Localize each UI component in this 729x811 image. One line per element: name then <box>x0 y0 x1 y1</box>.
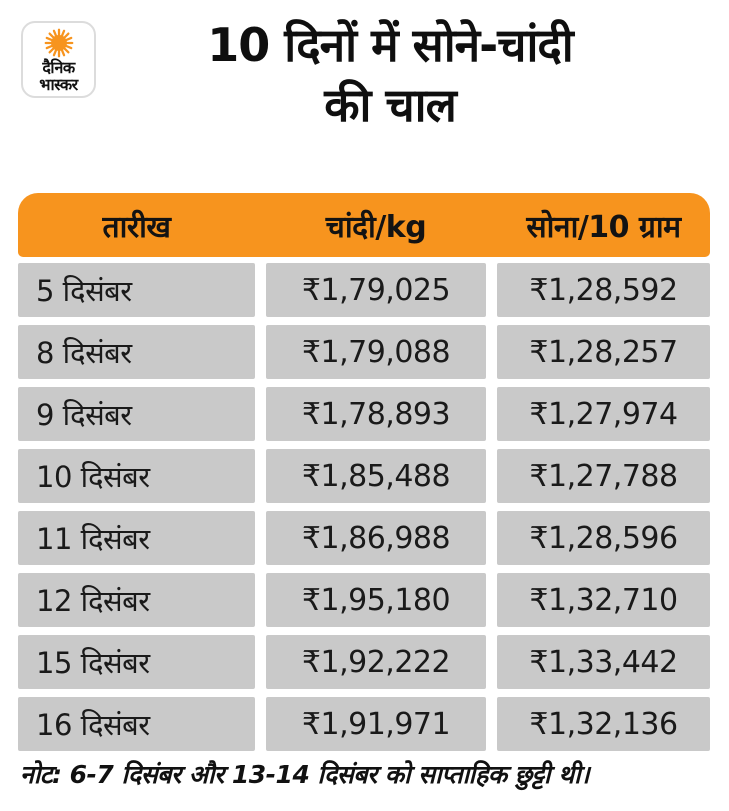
logo-text-line1: दैनिक <box>42 58 75 77</box>
gold-value-cell: ₹1,27,974 <box>497 387 710 441</box>
gold-value-cell: ₹1,32,710 <box>497 573 710 627</box>
gold-value-cell: ₹1,28,257 <box>497 325 710 379</box>
footnote: नोट: 6-7 दिसंबर और 13-14 दिसंबर को साप्त… <box>20 760 590 789</box>
header-gold: सोना/10 ग्राम <box>526 209 681 245</box>
date-cell: 8 दिसंबर <box>18 325 255 379</box>
table-body: 5 दिसंबर ₹1,79,025 ₹1,28,592 8 दिसंबर ₹1… <box>18 263 710 751</box>
date-cell: 12 दिसंबर <box>18 573 255 627</box>
date-cell: 16 दिसंबर <box>18 697 255 751</box>
silver-value-cell: ₹1,92,222 <box>266 635 486 689</box>
table-row: 11 दिसंबर ₹1,86,988 ₹1,28,596 <box>18 511 710 565</box>
table-row: 10 दिसंबर ₹1,85,488 ₹1,27,788 <box>18 449 710 503</box>
table-row: 12 दिसंबर ₹1,95,180 ₹1,32,710 <box>18 573 710 627</box>
page-title-line2: की चाल <box>324 77 457 132</box>
date-cell: 10 दिसंबर <box>18 449 255 503</box>
silver-value-cell: ₹1,78,893 <box>266 387 486 441</box>
silver-value-cell: ₹1,79,025 <box>266 263 486 317</box>
silver-value-cell: ₹1,79,088 <box>266 325 486 379</box>
silver-value-cell: ₹1,95,180 <box>266 573 486 627</box>
date-cell: 9 दिसंबर <box>18 387 255 441</box>
table-row: 15 दिसंबर ₹1,92,222 ₹1,33,442 <box>18 635 710 689</box>
gold-value-cell: ₹1,28,596 <box>497 511 710 565</box>
dainik-bhaskar-logo: दैनिक भास्कर <box>21 21 96 98</box>
date-cell: 15 दिसंबर <box>18 635 255 689</box>
price-table: तारीख चांदी/kg सोना/10 ग्राम 5 दिसंबर ₹1… <box>18 193 710 759</box>
silver-value-cell: ₹1,91,971 <box>266 697 486 751</box>
logo-text-line2: भास्कर <box>39 75 78 95</box>
page-title-line1: 10 दिनों में सोने-चांदी <box>207 18 573 72</box>
header-date: तारीख <box>102 209 171 245</box>
gold-value-cell: ₹1,33,442 <box>497 635 710 689</box>
header-silver: चांदी/kg <box>325 209 427 245</box>
silver-value-cell: ₹1,85,488 <box>266 449 486 503</box>
date-cell: 11 दिसंबर <box>18 511 255 565</box>
table-row: 9 दिसंबर ₹1,78,893 ₹1,27,974 <box>18 387 710 441</box>
date-cell: 5 दिसंबर <box>18 263 255 317</box>
page-title: 10 दिनों में सोने-चांदी की चाल <box>95 16 685 136</box>
gold-value-cell: ₹1,27,788 <box>497 449 710 503</box>
gold-value-cell: ₹1,32,136 <box>497 697 710 751</box>
table-header-row: तारीख चांदी/kg सोना/10 ग्राम <box>18 193 710 257</box>
table-row: 8 दिसंबर ₹1,79,088 ₹1,28,257 <box>18 325 710 379</box>
silver-value-cell: ₹1,86,988 <box>266 511 486 565</box>
gold-value-cell: ₹1,28,592 <box>497 263 710 317</box>
sun-icon <box>44 28 73 58</box>
table-row: 5 दिसंबर ₹1,79,025 ₹1,28,592 <box>18 263 710 317</box>
table-row: 16 दिसंबर ₹1,91,971 ₹1,32,136 <box>18 697 710 751</box>
